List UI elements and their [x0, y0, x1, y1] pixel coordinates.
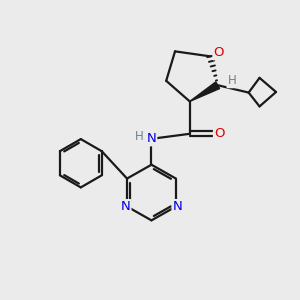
Text: N: N [172, 200, 182, 213]
Text: N: N [121, 200, 130, 213]
Text: O: O [213, 46, 224, 59]
Text: N: N [147, 132, 156, 145]
Text: H: H [135, 130, 143, 143]
Polygon shape [190, 82, 220, 101]
Text: O: O [214, 127, 224, 140]
Text: H: H [227, 74, 236, 87]
